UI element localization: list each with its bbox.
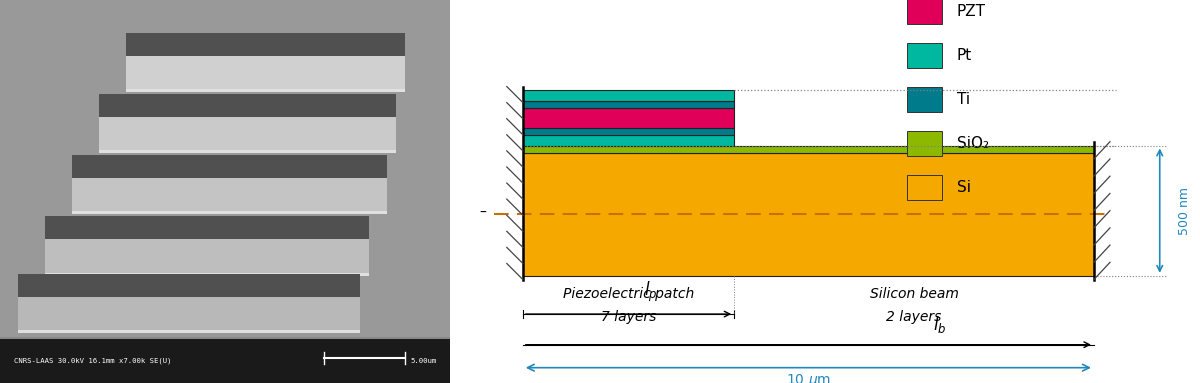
Text: Si: Si <box>956 180 971 195</box>
Bar <box>523 135 734 146</box>
Text: 2 layers: 2 layers <box>887 310 942 324</box>
Bar <box>126 56 406 92</box>
Bar <box>98 117 396 153</box>
Text: 10 $\mu$m: 10 $\mu$m <box>786 372 830 383</box>
Bar <box>126 89 406 92</box>
Text: Ti: Ti <box>956 92 970 107</box>
Text: 7 layers: 7 layers <box>601 310 656 324</box>
Bar <box>46 273 370 276</box>
Bar <box>523 146 1094 153</box>
Bar <box>18 297 360 333</box>
Bar <box>126 33 406 56</box>
Text: PZT: PZT <box>956 4 986 19</box>
Bar <box>907 175 942 200</box>
Bar <box>18 274 360 297</box>
Text: Pt: Pt <box>956 48 972 63</box>
Bar <box>72 211 386 214</box>
Text: Piezoelectric patch: Piezoelectric patch <box>563 287 694 301</box>
Bar <box>46 239 370 276</box>
Text: Silicon beam: Silicon beam <box>870 287 959 301</box>
Bar <box>98 94 396 117</box>
Bar <box>907 0 942 24</box>
Bar <box>46 216 370 239</box>
Bar <box>0 0 450 337</box>
Bar <box>523 90 734 101</box>
Text: $l_b$: $l_b$ <box>932 314 947 335</box>
Bar <box>72 178 386 214</box>
Bar <box>907 131 942 156</box>
Bar <box>72 155 386 178</box>
Text: –: – <box>479 206 486 220</box>
Bar <box>907 87 942 112</box>
Text: $l_p$: $l_p$ <box>643 280 658 304</box>
Bar <box>523 153 1094 276</box>
Bar <box>523 108 734 128</box>
Bar <box>18 330 360 333</box>
Bar <box>523 101 734 108</box>
Bar <box>0 339 450 383</box>
Text: 500 nm: 500 nm <box>1178 187 1192 235</box>
Text: SiO₂: SiO₂ <box>956 136 989 151</box>
Bar <box>907 43 942 68</box>
Text: CNRS-LAAS 30.0kV 16.1mm x7.00k SE(U): CNRS-LAAS 30.0kV 16.1mm x7.00k SE(U) <box>13 358 172 364</box>
Bar <box>523 128 734 135</box>
Text: 5.00um: 5.00um <box>410 358 437 364</box>
Bar <box>98 150 396 153</box>
